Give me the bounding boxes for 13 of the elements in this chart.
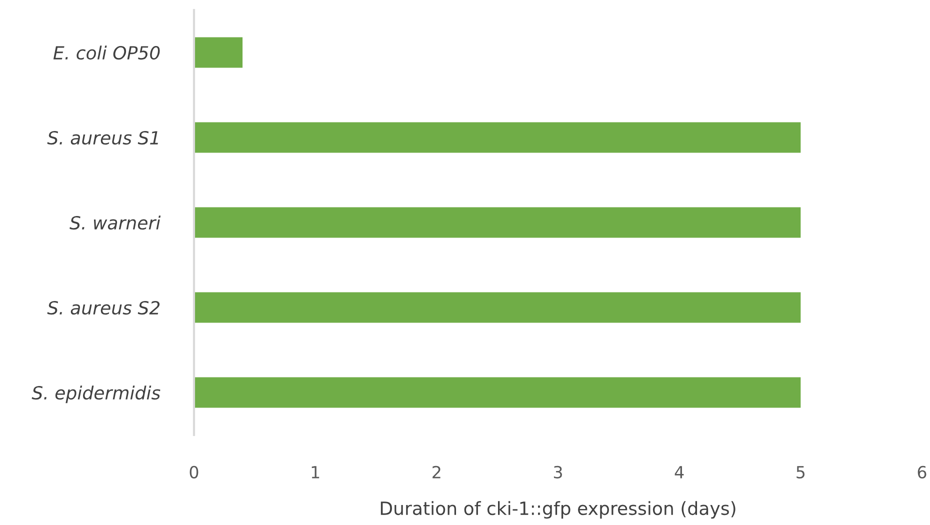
- y-tick-label: S. epidermidis: [32, 386, 160, 404]
- x-tick-label: 4: [674, 466, 684, 478]
- x-tick-label: 0: [190, 466, 198, 478]
- y-tick-label: S. aureus S2: [47, 300, 160, 315]
- x-tick-label: 3: [554, 466, 562, 478]
- y-tick-label: S. warneri: [70, 216, 161, 230]
- x-tick-label: 2: [432, 466, 440, 478]
- y-tick-label: S. aureus S1: [47, 130, 158, 145]
- x-tick-label: 5: [796, 466, 805, 478]
- x-tick-label: 1: [312, 466, 320, 478]
- y-tick-label: E. coli OP50: [53, 46, 160, 60]
- x-axis-title: Duration of cki-1::gfp expression (days): [380, 501, 736, 519]
- x-tick-label: 6: [918, 466, 926, 478]
